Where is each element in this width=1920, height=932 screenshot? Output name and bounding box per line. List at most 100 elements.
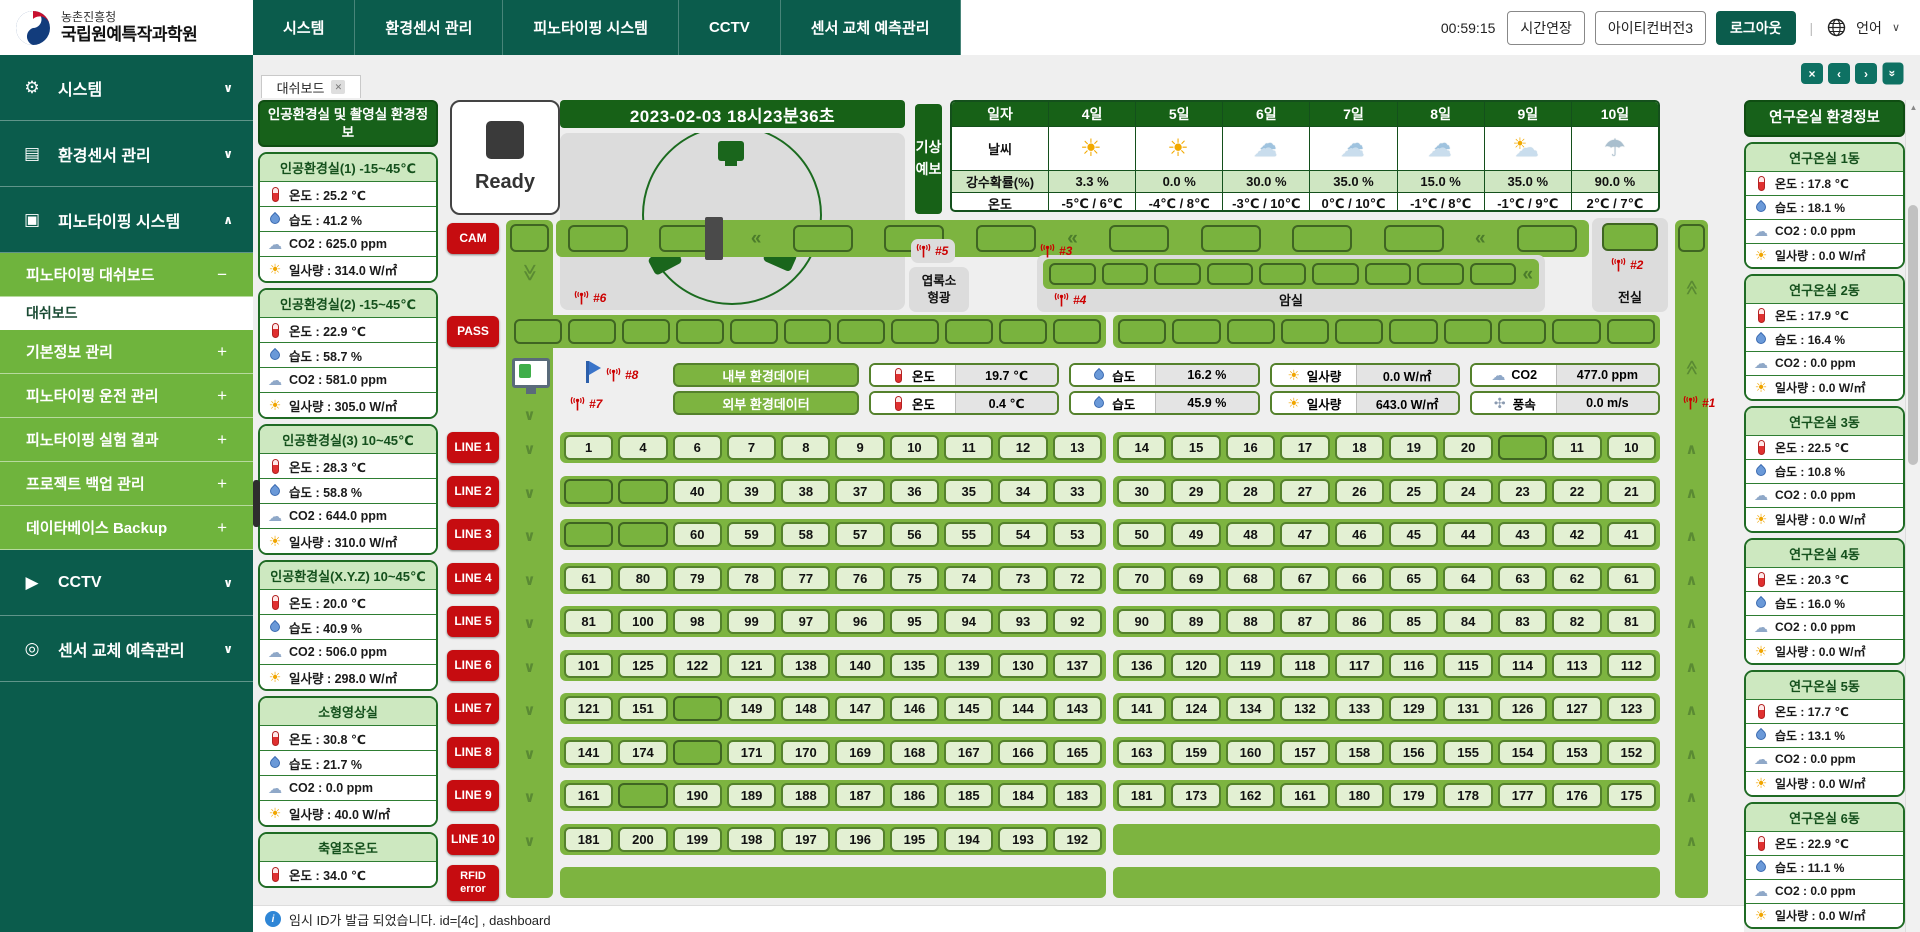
pot-cell[interactable]: 148 (781, 696, 831, 721)
pot-cell[interactable]: 141 (1117, 696, 1167, 721)
pot-cell[interactable]: 70 (1117, 565, 1167, 591)
pot-cell[interactable]: 26 (1334, 478, 1385, 504)
window-prev-button[interactable]: ‹ (1828, 63, 1850, 84)
pot-cell[interactable]: 94 (944, 609, 994, 634)
pot-cell[interactable]: 175 (1606, 783, 1657, 808)
pot-cell[interactable]: 156 (1389, 739, 1439, 765)
tab-dashboard[interactable]: 대쉬보드 ✕ (261, 75, 361, 98)
pot-cell[interactable]: 36 (889, 478, 940, 504)
sidebar-group[interactable]: ▤ 환경센서 관리 ∨ (0, 121, 253, 187)
pot-cell[interactable]: 48 (1225, 522, 1276, 547)
pot-cell[interactable]: 44 (1443, 522, 1493, 547)
pot-cell[interactable]: 9 (835, 435, 885, 460)
pot-cell[interactable]: 84 (1443, 609, 1493, 634)
pot-cell[interactable]: 82 (1552, 609, 1602, 634)
scrollbar-thumb[interactable] (1908, 205, 1918, 465)
pot-cell[interactable]: 79 (672, 565, 722, 591)
pot-cell[interactable]: 151 (618, 696, 668, 721)
pot-cell[interactable]: 119 (1225, 652, 1276, 678)
pot-cell[interactable]: 136 (1117, 652, 1167, 678)
pot-cell[interactable]: 153 (1552, 739, 1602, 765)
pot-cell[interactable]: 33 (1052, 478, 1102, 504)
pot-cell[interactable]: 101 (564, 652, 614, 678)
pot-cell[interactable]: 4 (618, 435, 668, 460)
pot-cell[interactable]: 159 (1171, 739, 1221, 765)
line-button-9[interactable]: LINE 9 (447, 780, 499, 811)
pot-cell[interactable]: 112 (1606, 652, 1657, 678)
pot-cell[interactable]: 47 (1280, 522, 1330, 547)
pot-cell[interactable]: 149 (726, 696, 777, 721)
pot-cell[interactable]: 21 (1606, 478, 1657, 504)
pot-cell[interactable]: 125 (618, 652, 668, 678)
pot-cell[interactable]: 121 (726, 652, 777, 678)
tab-close-icon[interactable]: ✕ (331, 80, 346, 94)
pot-cell[interactable]: 76 (835, 565, 885, 591)
pot-cell[interactable]: 157 (1280, 739, 1330, 765)
pot-cell[interactable]: 199 (672, 826, 722, 852)
line-button-3[interactable]: LINE 3 (447, 519, 499, 550)
pot-cell[interactable]: 72 (1052, 565, 1102, 591)
pot-cell[interactable]: 174 (618, 739, 668, 765)
language-label[interactable]: 언어 (1856, 19, 1882, 36)
pot-cell[interactable]: 29 (1171, 478, 1221, 504)
pot-cell[interactable]: 92 (1052, 609, 1102, 634)
pot-cell[interactable]: 145 (944, 696, 994, 721)
pot-cell[interactable]: 99 (726, 609, 777, 634)
pot-cell[interactable]: 187 (835, 783, 885, 808)
pot-cell[interactable]: 55 (944, 522, 994, 547)
sidebar-item[interactable]: 피노타이핑 대쉬보드 − (0, 253, 253, 297)
pot-cell[interactable]: 49 (1171, 522, 1221, 547)
pot-cell[interactable]: 162 (1225, 783, 1276, 808)
pot-cell[interactable]: 13 (1052, 435, 1102, 460)
pot-cell[interactable]: 141 (564, 739, 614, 765)
pot-cell[interactable]: 7 (726, 435, 777, 460)
pot-cell[interactable]: 43 (1497, 522, 1548, 547)
pot-cell[interactable]: 192 (1052, 826, 1102, 852)
pot-cell[interactable]: 161 (1280, 783, 1330, 808)
pot-cell[interactable]: 73 (998, 565, 1048, 591)
rfid-error-button[interactable]: RFID error (447, 865, 499, 901)
line-button-1[interactable]: LINE 1 (447, 432, 499, 463)
pot-cell[interactable]: 23 (1497, 478, 1548, 504)
pot-cell[interactable]: 171 (726, 739, 777, 765)
window-next-button[interactable]: › (1855, 63, 1877, 84)
pot-cell[interactable]: 129 (1389, 696, 1439, 721)
pot-cell[interactable]: 22 (1552, 478, 1602, 504)
pot-cell[interactable]: 77 (781, 565, 831, 591)
scroll-up-icon[interactable]: ▲ (1909, 103, 1918, 112)
pot-cell[interactable]: 24 (1443, 478, 1493, 504)
sidebar-item[interactable]: 피노타이핑 운전 관리 + (0, 374, 253, 418)
pot-cell[interactable]: 74 (944, 565, 994, 591)
pot-cell[interactable]: 6 (672, 435, 722, 460)
pot-cell[interactable]: 170 (781, 739, 831, 765)
pot-cell[interactable]: 10 (889, 435, 940, 460)
pot-cell[interactable]: 196 (835, 826, 885, 852)
pot-cell[interactable]: 173 (1171, 783, 1221, 808)
pot-cell[interactable]: 78 (726, 565, 777, 591)
pot-cell[interactable]: 200 (618, 826, 668, 852)
logout-button[interactable]: 로그아웃 (1716, 10, 1796, 45)
pot-cell[interactable]: 154 (1497, 739, 1548, 765)
pot-cell[interactable]: 137 (1052, 652, 1102, 678)
pot-cell[interactable]: 61 (564, 565, 614, 591)
sidebar-item[interactable]: 대쉬보드 (0, 297, 253, 330)
pot-cell[interactable]: 144 (998, 696, 1048, 721)
pot-cell[interactable]: 40 (672, 478, 722, 504)
pot-cell[interactable]: 80 (618, 565, 668, 591)
sidebar-group[interactable]: ▶ CCTV ∨ (0, 550, 253, 616)
pot-cell[interactable]: 90 (1117, 609, 1167, 634)
pot-cell[interactable]: 123 (1606, 696, 1657, 721)
pot-cell[interactable]: 146 (889, 696, 940, 721)
pot-cell[interactable]: 147 (835, 696, 885, 721)
pot-cell[interactable]: 97 (781, 609, 831, 634)
pot-cell[interactable]: 69 (1171, 565, 1221, 591)
pot-cell[interactable]: 181 (564, 826, 614, 852)
pot-cell[interactable]: 180 (1334, 783, 1385, 808)
pot-cell[interactable]: 95 (889, 609, 940, 634)
pot-cell[interactable]: 176 (1552, 783, 1602, 808)
pot-cell[interactable]: 15 (1171, 435, 1221, 460)
pot-cell[interactable]: 85 (1389, 609, 1439, 634)
extend-time-button[interactable]: 시간연장 (1507, 10, 1585, 45)
pot-cell[interactable]: 25 (1389, 478, 1439, 504)
pot-cell[interactable]: 113 (1552, 652, 1602, 678)
